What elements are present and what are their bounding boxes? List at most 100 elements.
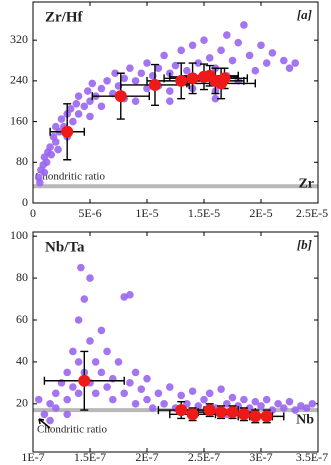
data-point: [251, 397, 260, 406]
data-point: [274, 400, 282, 408]
data-point: [74, 110, 83, 118]
data-point: [200, 36, 208, 44]
x-tick-label: 2E-5: [249, 206, 272, 220]
data-point: [308, 400, 317, 408]
data-point: [88, 79, 97, 88]
data-point: [80, 295, 89, 303]
data-point: [280, 56, 288, 65]
data-point: [97, 368, 106, 377]
data-point: [194, 59, 203, 67]
data-point: [34, 395, 43, 404]
panel-label: [b]: [297, 237, 312, 252]
x-tick-label: 3E-7: [249, 450, 272, 464]
data-point: [114, 358, 123, 366]
data-point: [205, 389, 214, 398]
data-point: [131, 77, 140, 85]
data-point: [109, 395, 117, 404]
data-point: [160, 400, 168, 408]
data-point: [268, 49, 277, 57]
data-point: [154, 389, 163, 398]
y-tick-label: 20: [16, 396, 28, 410]
reference-label: Chondritic ratio: [35, 171, 105, 183]
data-point: [91, 358, 100, 366]
y-tick-label: 0: [22, 195, 28, 209]
data-point: [86, 274, 94, 282]
reference-label: Chondritic ratio: [37, 424, 107, 436]
data-point: [285, 64, 294, 72]
data-point: [52, 389, 60, 398]
mean-point: [218, 72, 231, 85]
data-point: [74, 358, 83, 366]
plot-frame: [32, 231, 319, 453]
axis-label: Zr: [298, 176, 314, 191]
y-tick-label: 80: [16, 154, 28, 168]
data-point: [126, 291, 134, 299]
data-point: [302, 404, 311, 412]
data-point: [126, 64, 134, 72]
data-point: [143, 84, 151, 93]
data-point: [36, 178, 44, 187]
data-point: [188, 41, 197, 50]
x-tick-label: 5E-6: [78, 206, 101, 220]
data-point: [262, 59, 271, 67]
data-point: [46, 400, 54, 408]
data-point: [177, 46, 185, 55]
data-point: [40, 410, 49, 419]
chart-title: Zr/Hf: [45, 9, 83, 25]
y-tick-label: 40: [16, 354, 28, 368]
data-point: [52, 404, 60, 412]
mean-point: [215, 406, 228, 419]
data-point: [57, 115, 66, 123]
mean-point: [114, 90, 127, 103]
data-point: [52, 138, 60, 146]
data-point: [143, 395, 151, 404]
data-point: [160, 51, 168, 60]
data-point: [74, 92, 83, 100]
data-point: [97, 84, 106, 93]
mean-point: [260, 410, 273, 423]
data-point: [103, 383, 111, 391]
data-point: [291, 59, 300, 67]
data-point: [211, 94, 220, 103]
data-point: [83, 87, 92, 95]
x-tick-label: 2.5E-5: [296, 206, 328, 220]
data-point: [166, 87, 174, 95]
data-point: [46, 143, 54, 151]
axis-label: Nb: [296, 412, 314, 427]
data-point: [47, 150, 56, 159]
data-point: [80, 102, 89, 111]
y-tick-label: 160: [10, 113, 28, 127]
data-point: [120, 74, 128, 83]
data-point: [77, 263, 85, 272]
y-tick-label: 80: [16, 270, 28, 284]
data-point: [74, 389, 83, 398]
data-point: [257, 41, 265, 50]
mean-point: [249, 410, 262, 423]
data-point: [148, 404, 157, 412]
data-point: [257, 402, 265, 410]
data-point: [240, 21, 248, 29]
data-point: [177, 391, 185, 400]
data-point: [69, 383, 77, 391]
mean-point: [186, 72, 199, 85]
data-point: [143, 59, 151, 67]
mean-point: [186, 408, 199, 421]
data-point: [40, 168, 49, 177]
data-point: [200, 395, 208, 404]
data-point: [143, 374, 151, 383]
data-point: [131, 368, 140, 377]
y-tick-label: 240: [10, 73, 28, 87]
y-tick-label: 320: [10, 32, 28, 46]
data-point: [42, 158, 51, 167]
data-point: [69, 117, 77, 126]
x-tick-label: 0: [30, 206, 36, 220]
data-point: [46, 416, 54, 425]
data-point: [97, 326, 106, 335]
data-point: [103, 347, 111, 356]
data-point: [63, 368, 71, 377]
data-point: [97, 102, 106, 111]
data-point: [217, 385, 225, 393]
data-point: [228, 393, 237, 402]
mean-point: [175, 74, 188, 87]
